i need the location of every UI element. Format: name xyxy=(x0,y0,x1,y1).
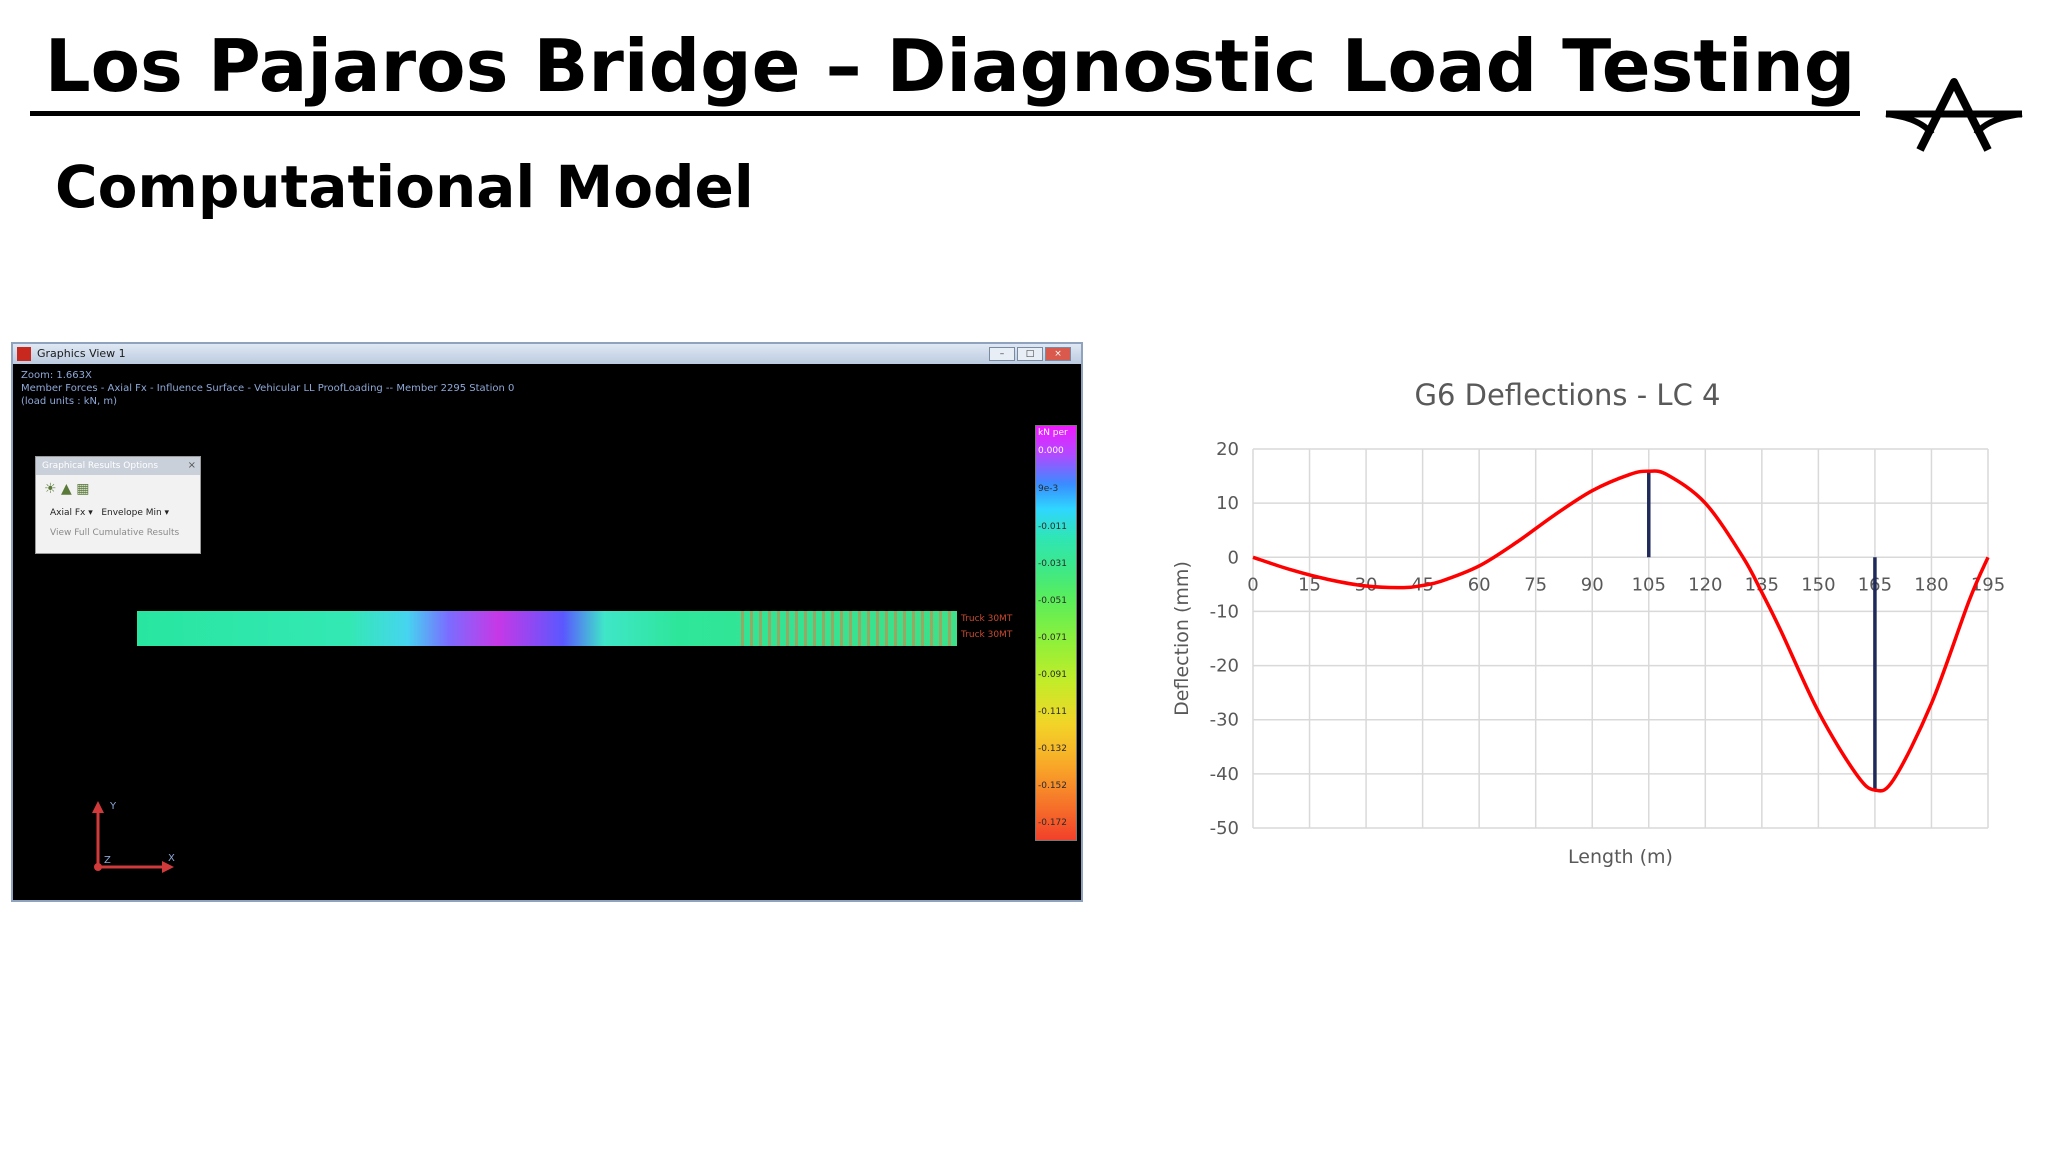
envelope-select[interactable]: Envelope Min xyxy=(101,508,162,518)
close-icon[interactable]: × xyxy=(187,460,196,471)
close-button[interactable]: × xyxy=(1045,347,1071,361)
zoom-info: Zoom: 1.663X xyxy=(21,370,92,381)
y-tick-label: -10 xyxy=(1210,601,1239,622)
x-tick-label: 120 xyxy=(1688,574,1722,595)
slide-title: Los Pajaros Bridge – Diagnostic Load Tes… xyxy=(44,24,1856,108)
y-tick-label: 0 xyxy=(1228,547,1239,568)
options-panel-header: Graphical Results Options xyxy=(36,457,200,475)
y-tick-label: 20 xyxy=(1216,439,1239,460)
y-tick-label: -20 xyxy=(1210,656,1239,677)
options-toolbar: ☀ ▲ ▦ xyxy=(44,481,89,497)
minimize-button[interactable]: – xyxy=(989,347,1015,361)
y-tick-label: -50 xyxy=(1210,818,1239,839)
app-icon xyxy=(17,347,31,361)
triangle-icon[interactable]: ▲ xyxy=(61,481,72,497)
x-tick-label: 60 xyxy=(1468,574,1491,595)
deflection-series-line xyxy=(1252,469,1990,793)
axis-z-label: Z xyxy=(104,855,111,866)
diagram-icon[interactable]: ▦ xyxy=(76,481,90,497)
section-subtitle: Computational Model xyxy=(55,153,754,221)
x-tick-label: 90 xyxy=(1581,574,1604,595)
x-axis-title: Length (m) xyxy=(1568,846,1673,868)
axis-y-label: Y xyxy=(109,801,117,812)
influence-surface-beam xyxy=(137,611,957,646)
legend-tick: -0.051 xyxy=(1038,596,1068,606)
legend-tick: -0.172 xyxy=(1038,818,1068,828)
y-tick-label: -30 xyxy=(1210,710,1239,731)
truck-label: Truck 30MT xyxy=(961,614,1013,624)
legend-header: kN per xyxy=(1038,428,1068,438)
legend-tick: -0.031 xyxy=(1038,559,1068,569)
title-rule xyxy=(30,111,1860,116)
axis-x-label: X xyxy=(168,853,175,864)
legend-tick: -0.011 xyxy=(1038,522,1068,532)
company-logo-icon xyxy=(1885,78,2023,152)
contour-icon[interactable]: ☀ xyxy=(44,481,57,497)
legend-tick: -0.111 xyxy=(1038,707,1068,717)
graphics-view-window: Graphics View 1 – □ × Zoom: 1.663X Membe… xyxy=(11,342,1083,902)
y-tick-label: 10 xyxy=(1216,493,1239,514)
x-tick-label: 15 xyxy=(1298,574,1321,595)
y-axis-title: Deflection (mm) xyxy=(1171,561,1193,716)
load-units: (load units : kN, m) xyxy=(21,396,118,407)
x-tick-label: 75 xyxy=(1524,574,1547,595)
x-tick-label: 150 xyxy=(1801,574,1835,595)
legend-tick: -0.152 xyxy=(1038,781,1068,791)
options-selectors: Axial Fx ▾ Envelope Min ▾ xyxy=(50,508,170,518)
maximize-button[interactable]: □ xyxy=(1017,347,1043,361)
deflection-chart: 20 10 0 -10 -20 -30 -40 -50 0 15 30 45 60 75 90 105 120 1… xyxy=(1150,370,2020,880)
result-type-select[interactable]: Axial Fx xyxy=(50,508,86,518)
graphical-results-options-panel: Graphical Results Options × ☀ ▲ ▦ Axial … xyxy=(35,456,201,554)
truck-load-pattern xyxy=(741,611,957,646)
truck-label: Truck 30MT xyxy=(961,630,1013,640)
x-tick-label: 135 xyxy=(1745,574,1779,595)
x-tick-label: 180 xyxy=(1914,574,1948,595)
color-legend: kN per 0.000 9e-3 -0.011 -0.031 -0.051 -… xyxy=(1035,425,1077,841)
legend-tick: -0.132 xyxy=(1038,744,1068,754)
x-tick-label: 0 xyxy=(1247,574,1258,595)
window-title: Graphics View 1 xyxy=(37,347,126,360)
view-cumulative-results-link[interactable]: View Full Cumulative Results xyxy=(50,528,180,538)
legend-tick: -0.071 xyxy=(1038,633,1068,643)
legend-tick: 9e-3 xyxy=(1038,484,1059,494)
legend-tick: -0.091 xyxy=(1038,670,1068,680)
x-tick-label: 105 xyxy=(1632,574,1666,595)
window-titlebar: Graphics View 1 – □ × xyxy=(13,344,1081,364)
chart-title: G6 Deflections - LC 4 xyxy=(1414,378,1720,412)
y-tick-label: -40 xyxy=(1210,764,1239,785)
result-description: Member Forces - Axial Fx - Influence Sur… xyxy=(21,383,515,394)
legend-tick: 0.000 xyxy=(1038,446,1064,456)
axis-triad-icon: Y Z X xyxy=(92,801,175,873)
